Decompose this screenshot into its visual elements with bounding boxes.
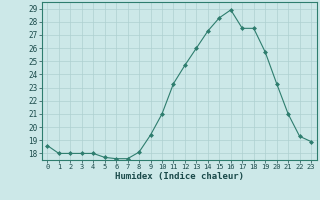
X-axis label: Humidex (Indice chaleur): Humidex (Indice chaleur) bbox=[115, 172, 244, 181]
